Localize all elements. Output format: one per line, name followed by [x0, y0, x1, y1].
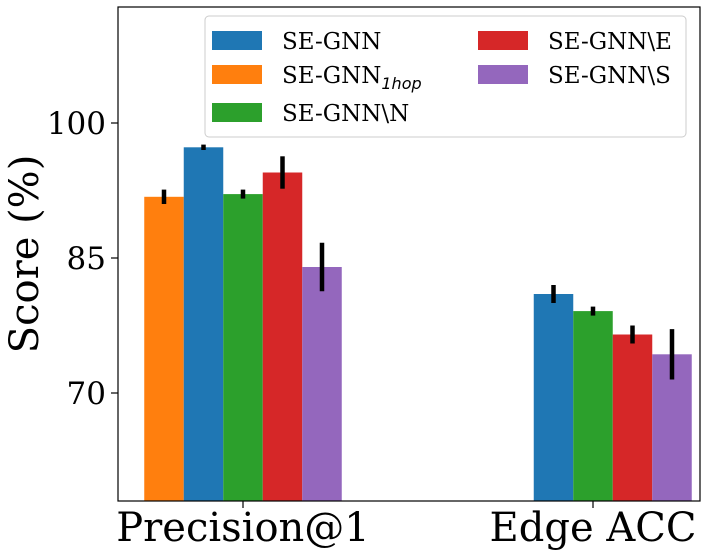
legend-box	[204, 15, 687, 138]
legend-swatch-1	[212, 65, 262, 84]
y-axis-label: Score (%)	[2, 155, 48, 354]
bar-0-1	[144, 196, 184, 502]
x-tick-label: Precision@1	[116, 505, 370, 551]
legend-label-2: SE-GNN\N	[282, 101, 409, 127]
bar-0-3	[262, 172, 303, 501]
legend-label-3: SE-GNN\E	[548, 29, 672, 55]
legend-swatch-2	[212, 103, 262, 122]
y-tick-label: 70	[67, 376, 106, 412]
legend: SE-GNN SE-GNN1hop SE-GNN\N SE-GNN\E SE-GNN\S	[204, 15, 687, 138]
legend-label-1: SE-GNN1hop	[282, 63, 422, 93]
legend-swatch-4	[478, 65, 528, 84]
x-tick-label: Edge ACC	[490, 505, 697, 551]
legend-swatch-0	[212, 31, 262, 50]
x-axis: Precision@1 Edge ACC	[116, 501, 696, 551]
bar-1-2	[573, 311, 613, 501]
bar-0-0	[183, 147, 224, 502]
legend-label-4: SE-GNN\S	[548, 63, 671, 89]
bars-layer	[144, 147, 692, 502]
y-tick-label: 100	[47, 106, 106, 142]
bar-0-4	[302, 267, 342, 501]
error-bars-layer	[161, 144, 675, 380]
y-axis: 70 85 100	[47, 106, 118, 412]
legend-swatch-3	[478, 31, 528, 50]
plot-frame	[117, 6, 701, 502]
bar-0-2	[223, 194, 263, 501]
bar-1-3	[612, 334, 653, 501]
legend-label-0: SE-GNN	[282, 29, 381, 55]
bar-1-0	[533, 294, 574, 501]
y-tick-label: 85	[67, 241, 106, 277]
